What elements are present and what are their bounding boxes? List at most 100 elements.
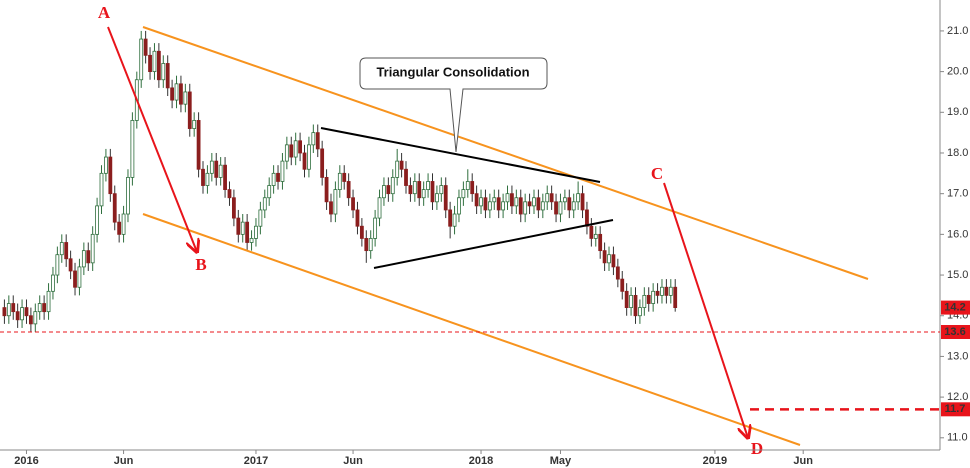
candle-body	[408, 185, 413, 195]
candle-body	[104, 156, 108, 174]
y-tick-label: 19.0	[947, 106, 968, 118]
candle-body	[660, 286, 664, 296]
candle-body	[165, 63, 170, 89]
candle-body	[59, 242, 64, 256]
candle-body	[395, 160, 400, 178]
candle-body	[492, 197, 497, 203]
candle-body	[646, 294, 651, 304]
x-tick-label: Jun	[343, 455, 363, 467]
candle-body	[231, 197, 236, 219]
candle-body	[254, 225, 258, 239]
y-tick-label: 13.0	[947, 350, 968, 362]
candle-body	[554, 201, 558, 215]
candle-body	[355, 209, 360, 227]
candle-body	[576, 193, 581, 203]
candle-body	[536, 197, 541, 211]
marker-label: 11.7	[945, 403, 966, 415]
candle-body	[602, 250, 607, 264]
triangle-lower	[373, 219, 614, 269]
x-tick-label: May	[550, 455, 572, 467]
candle-body	[187, 91, 192, 129]
candle-body	[589, 225, 594, 239]
candle-body	[73, 270, 77, 288]
candle-body	[620, 278, 625, 292]
label-b: B	[195, 255, 206, 274]
candle-body	[545, 193, 550, 203]
candle-body	[615, 266, 620, 280]
candle-body	[271, 172, 276, 186]
candle-body	[655, 290, 660, 296]
candle-body	[126, 176, 130, 215]
x-tick-label: 2016	[14, 455, 38, 467]
candle-body	[192, 120, 197, 129]
x-tick-label: 2017	[244, 455, 268, 467]
candle-body	[293, 140, 298, 158]
candle-body	[42, 303, 47, 313]
candle-body	[223, 164, 227, 191]
candle-body	[443, 185, 448, 211]
candle-body	[580, 193, 585, 211]
candle-body	[664, 286, 669, 296]
candle-body	[46, 290, 51, 313]
candle-body	[214, 160, 219, 178]
candle-body	[183, 91, 188, 105]
candle-body	[90, 233, 95, 264]
candle-body	[205, 172, 210, 186]
candle-body	[236, 217, 241, 235]
candle-body	[139, 38, 144, 81]
candle-body	[152, 50, 157, 73]
candle-body	[571, 201, 576, 211]
candle-body	[315, 132, 320, 150]
y-tick-label: 17.0	[947, 188, 968, 200]
candle-body	[624, 290, 629, 308]
candle-body	[298, 140, 302, 154]
candle-body	[651, 290, 656, 304]
candle-body	[20, 307, 24, 321]
arrow-a-b	[107, 26, 197, 252]
candle-body	[320, 148, 325, 178]
candle-body	[81, 250, 86, 268]
candle-body	[209, 160, 214, 174]
candle-body	[668, 286, 673, 296]
candle-body	[518, 197, 523, 215]
candle-body	[55, 254, 60, 276]
callout-text: Triangular Consolidation	[376, 64, 529, 79]
candle-body	[417, 181, 422, 199]
label-d: D	[751, 439, 763, 458]
y-tick-label: 16.0	[947, 228, 968, 240]
candle-body	[143, 38, 148, 56]
candle-body	[470, 181, 475, 195]
candle-body	[382, 185, 386, 199]
marker-box	[941, 300, 970, 315]
candle-body	[439, 185, 444, 195]
candle-body	[527, 201, 532, 207]
candle-body	[6, 303, 11, 317]
candle-body	[240, 221, 245, 235]
candle-body	[461, 189, 466, 199]
candle-body	[280, 160, 285, 182]
candle-body	[333, 189, 338, 215]
candle-body	[373, 217, 378, 239]
candle-body	[337, 172, 342, 191]
candle-body	[311, 132, 316, 146]
candle-body	[496, 197, 501, 211]
candle-body	[276, 172, 280, 182]
candle-body	[24, 307, 29, 317]
candle-body	[567, 197, 572, 211]
candle-body	[174, 83, 179, 101]
candle-body	[364, 238, 369, 252]
candle-body	[435, 193, 439, 203]
candle-body	[412, 181, 417, 195]
candle-body	[196, 120, 201, 170]
candle-body	[549, 193, 554, 203]
y-tick-label: 18.0	[947, 147, 968, 159]
candle-body	[324, 176, 329, 203]
candle-body	[404, 168, 408, 186]
x-tick-label: 2019	[703, 455, 727, 467]
candle-body	[170, 87, 175, 101]
marker-box	[941, 402, 970, 417]
candle-body	[474, 193, 479, 207]
candle-body	[426, 181, 430, 191]
candle-body	[532, 197, 536, 207]
